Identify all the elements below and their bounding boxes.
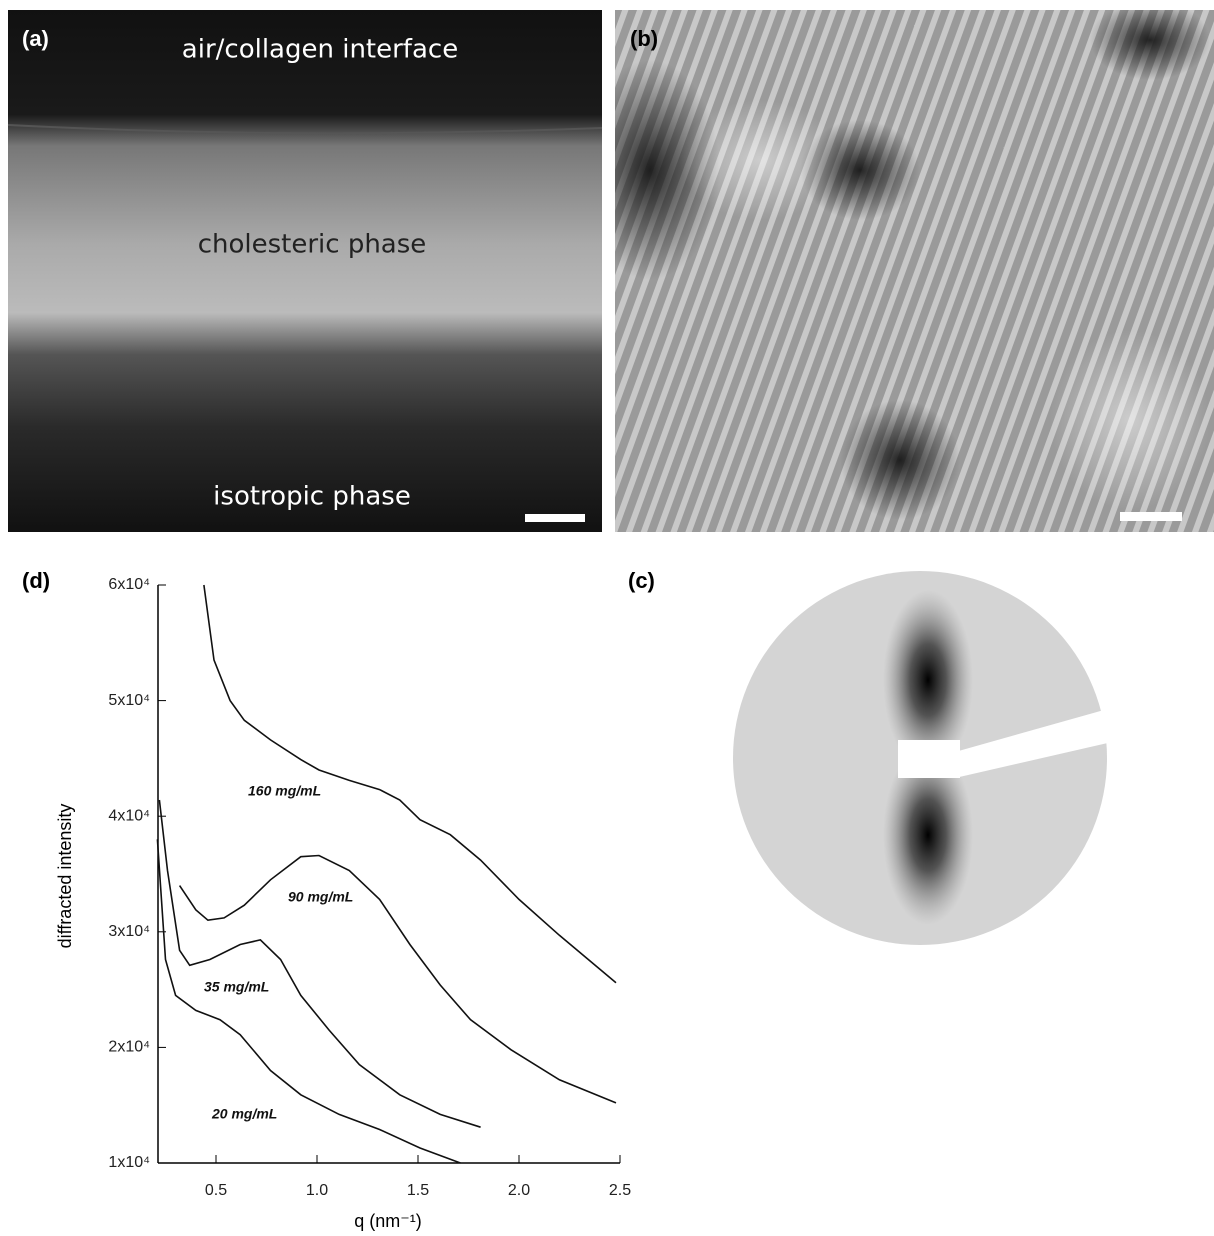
y-tick-label: 1x10⁴ [108,1154,150,1171]
series-label: 35 mg/mL [204,979,269,995]
x-tick-label: 1.5 [407,1182,429,1199]
y-tick-label: 3x10⁴ [108,923,150,940]
image-b [580,0,1214,532]
panel-label: (c) [628,568,655,593]
x-tick-label: 2.5 [609,1182,631,1199]
x-axis-label: q (nm⁻¹) [354,1211,422,1231]
scale-bar [525,514,585,522]
x-tick-label: 0.5 [205,1182,227,1199]
annotation: isotropic phase [213,482,411,512]
y-axis-label: diffracted intensity [55,804,75,949]
image-a [8,10,602,532]
scale-bar [1120,512,1182,521]
y-tick-label: 4x10⁴ [108,807,150,824]
annotation: cholesteric phase [198,230,427,260]
x-tick-label: 1.0 [306,1182,328,1199]
y-tick-label: 6x10⁴ [108,576,150,593]
series-line [159,800,480,1127]
y-tick-label: 2x10⁴ [108,1039,150,1056]
series-label: 20 mg/mL [211,1106,277,1122]
panel-label: (b) [630,26,658,51]
annotation: air/collagen interface [182,35,458,65]
y-tick-label: 5x10⁴ [108,692,150,709]
panel-label: (d) [22,568,50,593]
figure: (a) air/collagen interface cholesteric p… [0,0,1214,1236]
x-tick-label: 2.0 [508,1182,530,1199]
panel-label: (a) [22,26,49,51]
beam-stop [898,740,960,778]
series-label: 160 mg/mL [248,783,321,799]
series-label: 90 mg/mL [288,889,353,905]
